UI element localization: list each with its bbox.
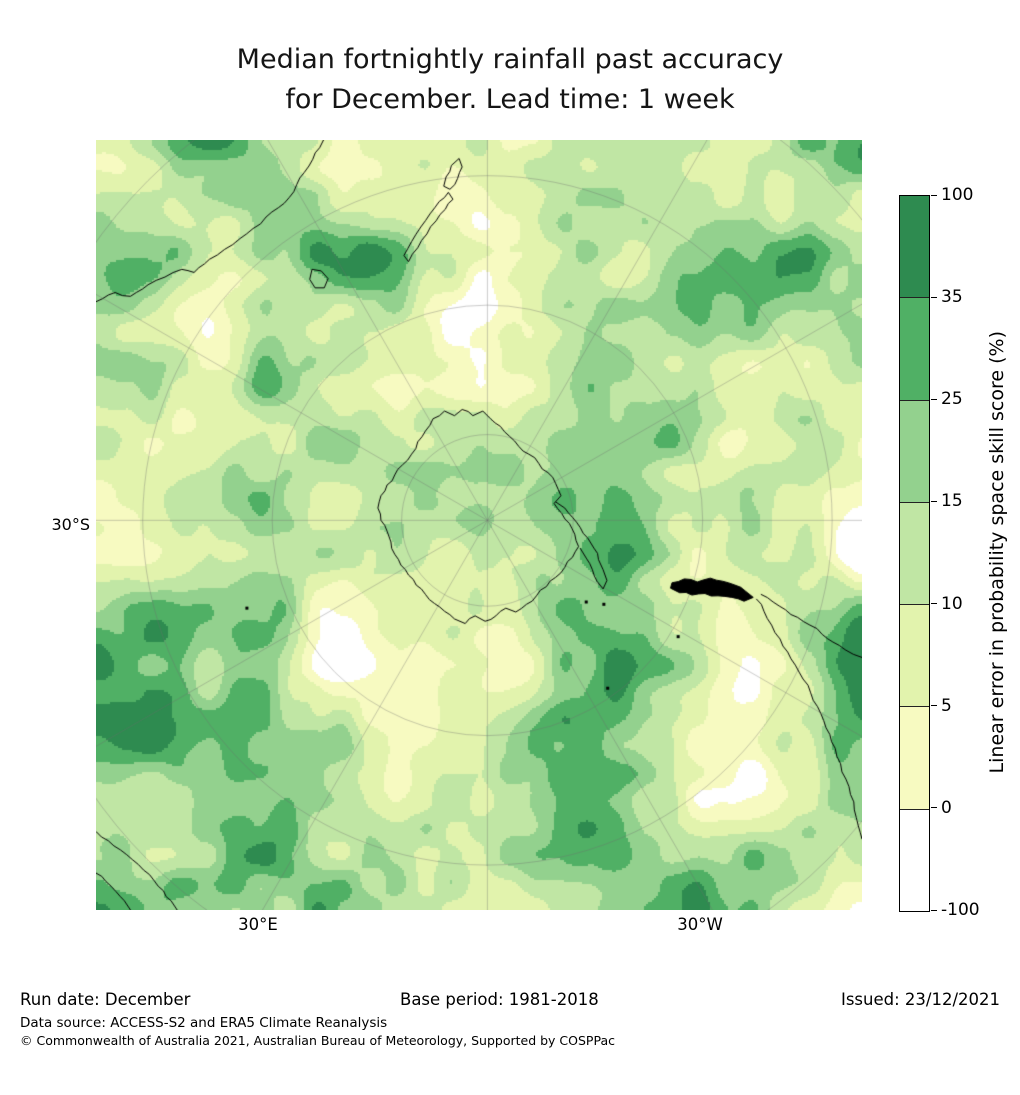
colorbar-tick-mark	[931, 296, 937, 298]
colorbar-tick-mark	[931, 500, 937, 502]
colorbar-tick-label: 0	[941, 797, 952, 818]
colorbar-tick-mark	[931, 398, 937, 400]
colorbar-segment	[900, 501, 929, 605]
colorbar-tick-mark	[931, 705, 937, 707]
colorbar-tick: 100	[931, 185, 973, 205]
lon-label-30w: 30°W	[677, 915, 723, 934]
colorbar-tick: 35	[931, 287, 963, 307]
colorbar-axis-label: Linear error in probability space skill …	[977, 195, 1017, 910]
colorbar-tick-mark	[931, 603, 937, 605]
run-date-text: Run date: December	[20, 990, 191, 1009]
data-source-text: Data source: ACCESS-S2 and ERA5 Climate …	[20, 1015, 388, 1031]
map-canvas	[96, 140, 862, 910]
colorbar-segment	[900, 399, 929, 502]
colorbar-ticks: 100 35 25 15 10 5 0 -100	[931, 185, 1001, 920]
colorbar-tick: 5	[931, 696, 952, 716]
issued-date-text: Issued: 23/12/2021	[840, 990, 1000, 1009]
figure-title-line2: for December. Lead time: 1 week	[285, 84, 735, 115]
colorbar-tick: -100	[931, 900, 980, 920]
colorbar-tick-label: 100	[941, 185, 974, 205]
colorbar-segment	[900, 808, 929, 911]
colorbar-segment	[900, 604, 929, 707]
copyright-text: © Commonwealth of Australia 2021, Austra…	[20, 1033, 615, 1048]
map	[96, 140, 862, 910]
colorbar-tick: 15	[931, 491, 963, 511]
colorbar-tick: 25	[931, 389, 963, 409]
colorbar-segment	[900, 196, 929, 298]
colorbar-tick-label: 15	[941, 491, 963, 512]
lon-label-30e: 30°E	[238, 915, 278, 934]
colorbar-tick: 0	[931, 798, 952, 818]
colorbar-tick-label: 35	[941, 287, 963, 308]
lat-label-30s: 30°S	[51, 515, 90, 534]
colorbar-tick-label: -100	[941, 900, 980, 920]
colorbar-tick-label: 10	[941, 593, 963, 614]
base-period-text: Base period: 1981-2018	[400, 990, 599, 1009]
colorbar-tick-label: 5	[941, 695, 952, 716]
colorbar-axis-label-text: Linear error in probability space skill …	[986, 331, 1008, 774]
colorbar-tick-mark	[931, 807, 937, 809]
colorbar-tick-label: 25	[941, 389, 963, 410]
colorbar-segment	[900, 706, 929, 809]
colorbar-tick-mark	[931, 194, 937, 196]
colorbar-tick-mark	[931, 909, 937, 911]
colorbar	[899, 195, 930, 912]
colorbar-segment	[900, 297, 929, 400]
figure-title: Median fortnightly rainfall past accurac…	[0, 40, 1020, 120]
figure-title-line1: Median fortnightly rainfall past accurac…	[236, 44, 784, 75]
colorbar-tick: 10	[931, 594, 963, 614]
